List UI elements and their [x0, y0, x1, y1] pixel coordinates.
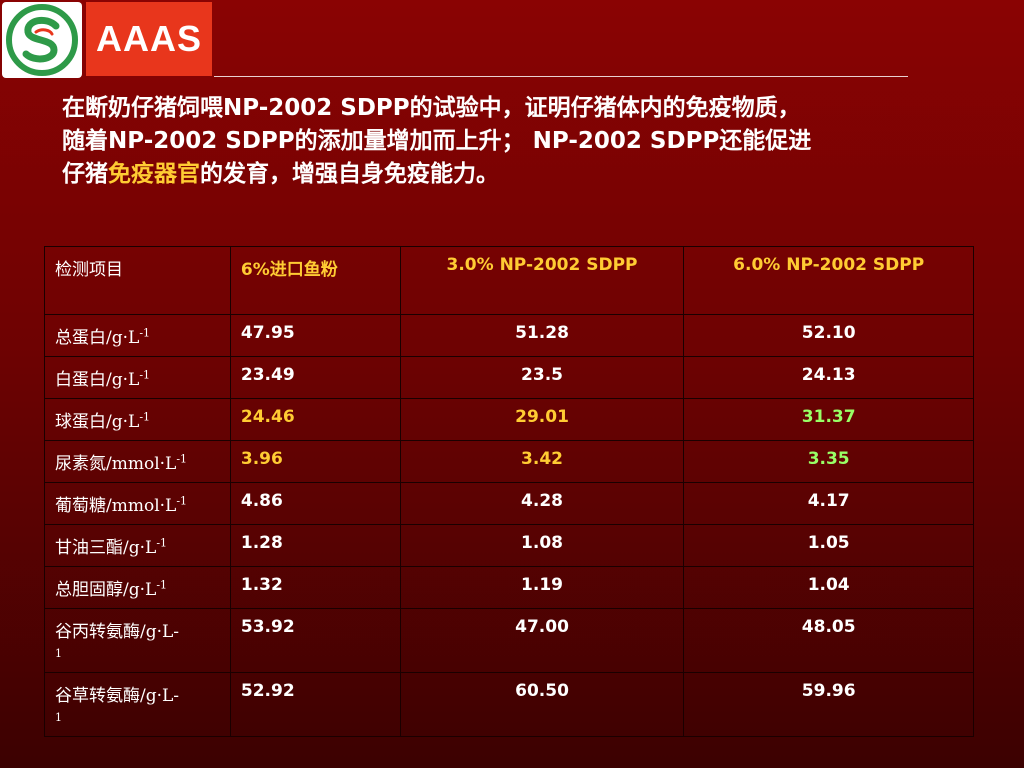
value-cell: 31.37	[683, 398, 974, 441]
value-cell: 48.05	[683, 608, 974, 673]
value-cell: 3.42	[399, 440, 685, 483]
value-cell: 47.95	[229, 314, 401, 357]
value-cell: 52.92	[229, 672, 401, 737]
aaas-logo: AAAS	[86, 2, 212, 76]
s-leaf-emblem-icon	[2, 2, 82, 78]
value-cell: 1.08	[399, 524, 685, 567]
table-row: 球蛋白/g·L-1 24.46 29.01 31.37	[44, 398, 974, 441]
intro-paragraph: 在断奶仔猪饲喂NP-2002 SDPP的试验中，证明仔猪体内的免疫物质， 随着N…	[62, 92, 962, 191]
intro-text: 还能促进	[719, 128, 812, 154]
intro-text: 的发育，增强自身免疫能力。	[200, 161, 499, 187]
header-cell: 6.0% NP-2002 SDPP	[683, 246, 974, 315]
intro-text: 在断奶仔猪饲喂	[62, 95, 223, 121]
intro-text: NP-2002 SDPP	[223, 95, 410, 121]
row-label: 尿素氮/mmol·L-1	[44, 440, 231, 483]
table-row: 谷草转氨酶/g·L- 1 52.92 60.50 59.96	[44, 672, 974, 737]
value-cell: 1.32	[229, 566, 401, 609]
value-cell: 59.96	[683, 672, 974, 737]
value-cell: 4.17	[683, 482, 974, 525]
value-cell: 60.50	[399, 672, 685, 737]
intro-text: 随着	[62, 128, 108, 154]
table-header-row: 检测项目 6%进口鱼粉 3.0% NP-2002 SDPP 6.0% NP-20…	[44, 246, 974, 315]
value-cell: 1.19	[399, 566, 685, 609]
value-cell: 23.5	[399, 356, 685, 399]
table-row: 甘油三酯/g·L-1 1.28 1.08 1.05	[44, 524, 974, 567]
value-cell: 4.86	[229, 482, 401, 525]
intro-text: NP-2002 SDPP	[108, 128, 295, 154]
results-table: 检测项目 6%进口鱼粉 3.0% NP-2002 SDPP 6.0% NP-20…	[44, 246, 974, 737]
table-row: 总胆固醇/g·L-1 1.32 1.19 1.04	[44, 566, 974, 609]
header-cell: 检测项目	[44, 246, 231, 315]
value-cell: 3.35	[683, 440, 974, 483]
table-row: 尿素氮/mmol·L-1 3.96 3.42 3.35	[44, 440, 974, 483]
row-label: 葡萄糖/mmol·L-1	[44, 482, 231, 525]
row-label: 谷丙转氨酶/g·L- 1	[44, 608, 231, 673]
row-label: 白蛋白/g·L-1	[44, 356, 231, 399]
table-row: 白蛋白/g·L-1 23.49 23.5 24.13	[44, 356, 974, 399]
intro-text: 仔猪	[62, 161, 108, 187]
value-cell: 29.01	[399, 398, 685, 441]
header-cell: 6%进口鱼粉	[229, 246, 401, 315]
value-cell: 1.05	[683, 524, 974, 567]
table-row: 葡萄糖/mmol·L-1 4.86 4.28 4.17	[44, 482, 974, 525]
value-cell: 53.92	[229, 608, 401, 673]
value-cell: 52.10	[683, 314, 974, 357]
value-cell: 47.00	[399, 608, 685, 673]
value-cell: 3.96	[229, 440, 401, 483]
value-cell: 51.28	[399, 314, 685, 357]
table-row: 谷丙转氨酶/g·L- 1 53.92 47.00 48.05	[44, 608, 974, 673]
value-cell: 24.46	[229, 398, 401, 441]
value-cell: 24.13	[683, 356, 974, 399]
value-cell: 1.04	[683, 566, 974, 609]
value-cell: 23.49	[229, 356, 401, 399]
row-label: 总胆固醇/g·L-1	[44, 566, 231, 609]
row-label: 总蛋白/g·L-1	[44, 314, 231, 357]
header-cell: 3.0% NP-2002 SDPP	[399, 246, 685, 315]
table-row: 总蛋白/g·L-1 47.95 51.28 52.10	[44, 314, 974, 357]
row-label: 谷草转氨酶/g·L- 1	[44, 672, 231, 737]
intro-text: 的试验中，证明仔猪体内的免疫物质，	[409, 95, 801, 121]
row-label: 甘油三酯/g·L-1	[44, 524, 231, 567]
value-cell: 1.28	[229, 524, 401, 567]
row-label: 球蛋白/g·L-1	[44, 398, 231, 441]
intro-highlight: 免疫器官	[108, 161, 200, 187]
value-cell: 4.28	[399, 482, 685, 525]
intro-text: NP-2002 SDPP	[532, 128, 720, 154]
header-divider	[214, 76, 908, 77]
intro-text: 的添加量增加而上升；	[294, 128, 525, 154]
